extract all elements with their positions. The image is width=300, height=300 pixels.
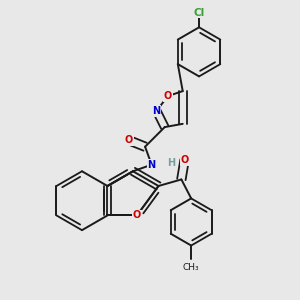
Text: N: N [148,160,156,170]
Text: H: H [167,158,175,168]
Text: CH₃: CH₃ [183,263,200,272]
Text: O: O [124,135,133,145]
Text: Cl: Cl [194,8,205,18]
Text: O: O [164,91,172,101]
Text: O: O [181,155,189,165]
Text: N: N [152,106,160,116]
Text: O: O [133,210,141,220]
